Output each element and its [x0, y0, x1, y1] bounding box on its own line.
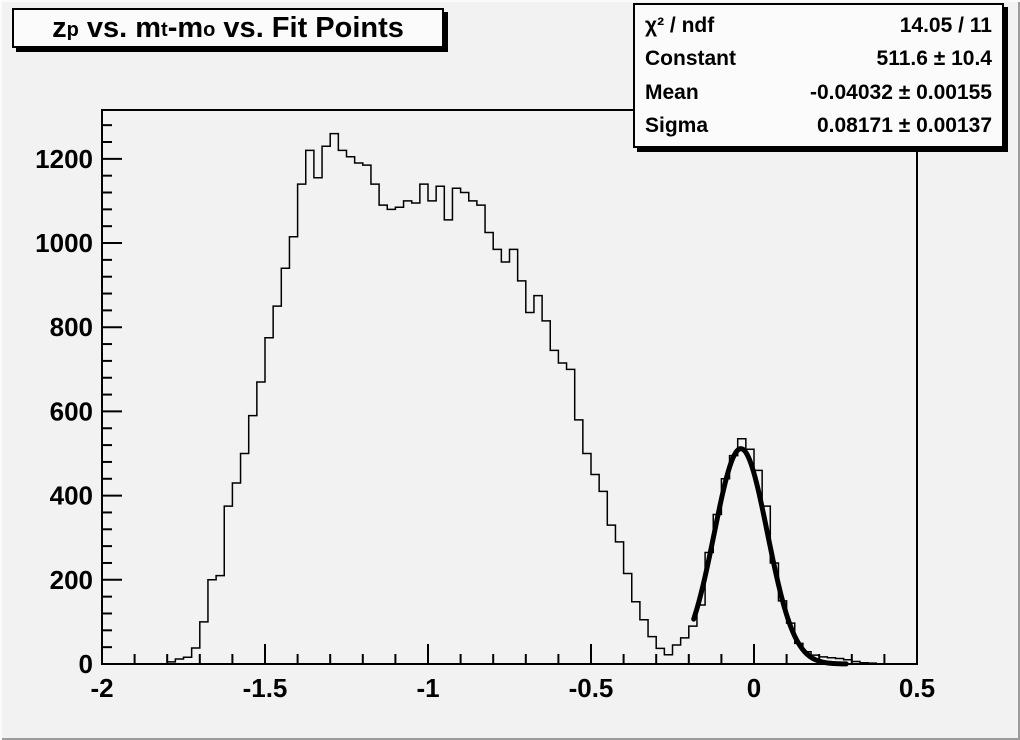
tick-label: 1200 [35, 144, 93, 174]
tick-label: -2 [90, 673, 113, 703]
stats-value-constant: 511.6 ± 10.4 [876, 47, 992, 71]
tick-label: -0.5 [569, 673, 614, 703]
stats-label-constant: Constant [645, 47, 736, 71]
tick-label: -1 [416, 673, 439, 703]
axis-frame [101, 109, 918, 665]
gaussian-fit-curve [691, 446, 849, 667]
stats-row-chi2: χ² / ndf 14.05 / 11 [635, 10, 1002, 41]
title-subscript: o [203, 18, 216, 41]
title-subscript: p [66, 18, 79, 41]
stats-label-chi2: χ² / ndf [645, 14, 715, 38]
tick-label: -1.5 [243, 673, 288, 703]
tick-label: 0 [79, 649, 93, 679]
tick-label: 0 [747, 673, 761, 703]
stats-row-constant: Constant 511.6 ± 10.4 [635, 43, 1002, 74]
y-axis-ticks [102, 124, 122, 649]
tick-label: 200 [50, 565, 93, 595]
stats-value-sigma: 0.08171 ± 0.00137 [816, 113, 992, 137]
stats-value-chi2: 14.05 / 11 [899, 14, 992, 38]
tick-label: 0.5 [899, 673, 935, 703]
x-axis-labels: -2 -1.5 -1 -0.5 0 0.5 [90, 673, 935, 703]
y-axis-labels: 0 200 400 600 800 1000 1200 [35, 144, 93, 679]
title-subscript: t [161, 18, 168, 41]
stats-box: χ² / ndf 14.05 / 11 Constant 511.6 ± 10.… [633, 3, 1004, 148]
tick-label: 400 [50, 481, 93, 511]
stats-label-mean: Mean [645, 80, 699, 104]
title-text: vs. m [78, 11, 162, 44]
tick-label: 600 [50, 396, 93, 426]
tick-label: 1000 [35, 228, 93, 258]
stats-label-sigma: Sigma [645, 113, 709, 137]
histogram-step-line [102, 132, 917, 665]
title-text: -m [167, 11, 204, 44]
x-axis-ticks [101, 644, 918, 664]
stats-row-mean: Mean -0.04032 ± 0.00155 [635, 77, 1002, 108]
stats-row-sigma: Sigma 0.08171 ± 0.00137 [635, 110, 1002, 141]
title-text: z [52, 11, 67, 44]
stats-value-mean: -0.04032 ± 0.00155 [809, 80, 992, 104]
title-text: vs. Fit Points [215, 11, 404, 44]
tick-label: 800 [50, 312, 93, 342]
